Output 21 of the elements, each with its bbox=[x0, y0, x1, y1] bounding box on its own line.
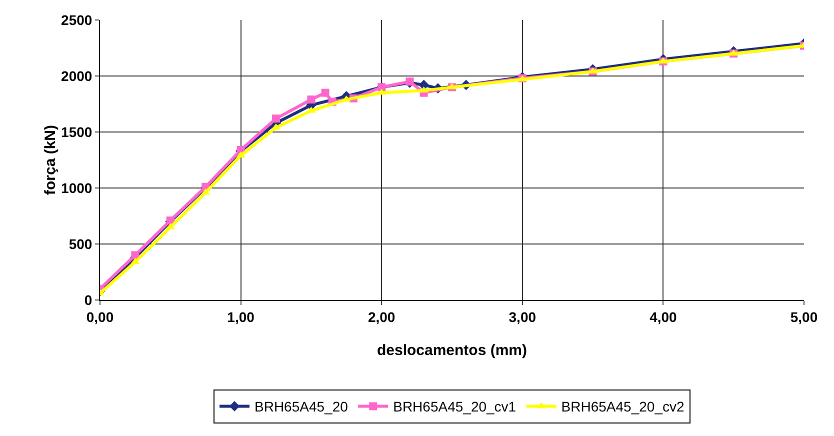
y-axis-title: força (kN) bbox=[42, 124, 60, 196]
y-tick-label: 2500 bbox=[61, 12, 92, 28]
y-tick-label: 0 bbox=[84, 292, 92, 308]
point bbox=[131, 251, 140, 260]
legend-label: BRH65A45_20_cv1 bbox=[393, 398, 516, 415]
x-tick-label: 2,00 bbox=[368, 308, 396, 325]
point bbox=[272, 114, 280, 123]
point bbox=[307, 96, 316, 104]
y-tick-label: 500 bbox=[68, 236, 92, 252]
x-tick-label: 4,00 bbox=[650, 308, 678, 325]
legend-label: BRH65A45_20_cv2 bbox=[561, 398, 684, 415]
y-tick-label: 2000 bbox=[61, 68, 92, 84]
x-tick-label: 1,00 bbox=[227, 308, 255, 325]
point bbox=[321, 88, 330, 97]
y-tick-label: 1000 bbox=[61, 180, 92, 196]
x-tick-label: 0,00 bbox=[86, 308, 114, 325]
x-tick-label: 5,00 bbox=[790, 308, 818, 325]
x-tick-label: 3,00 bbox=[508, 308, 536, 325]
y-tick-label: 1500 bbox=[61, 124, 92, 140]
legend-label: BRH65A45_20 bbox=[254, 398, 348, 415]
x-axis-title: deslocamentos (mm) bbox=[376, 342, 528, 359]
